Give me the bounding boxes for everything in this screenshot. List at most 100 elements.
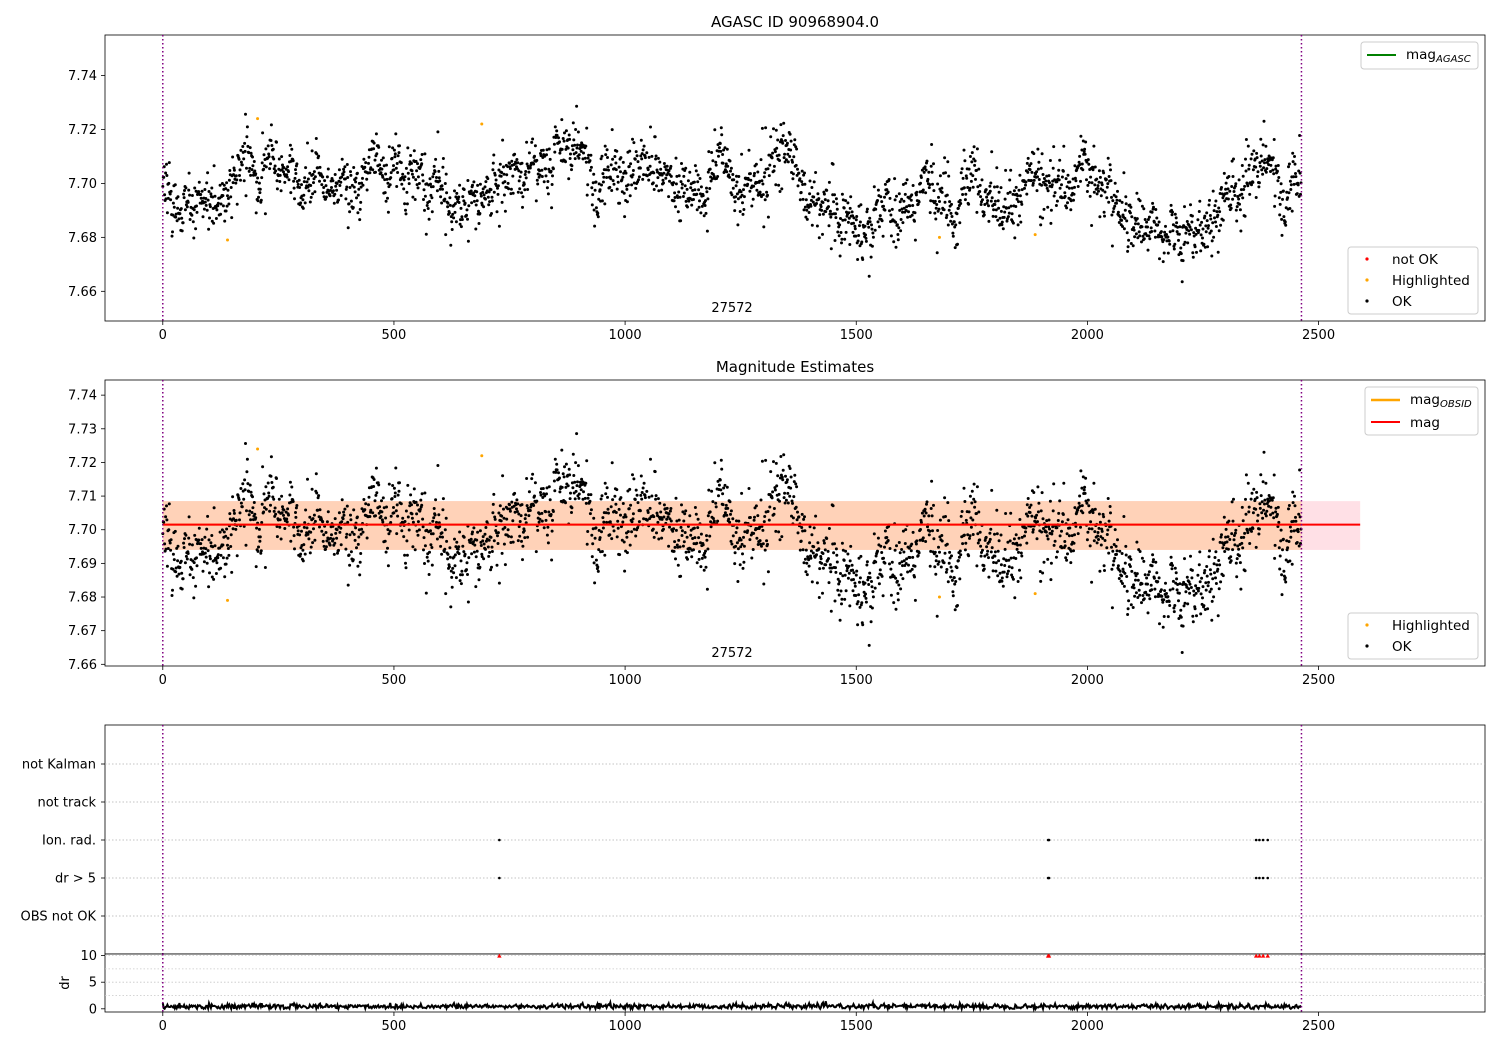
ok-point: [699, 211, 703, 215]
ok-point: [933, 211, 937, 215]
ok-point: [182, 196, 186, 200]
ok-point: [254, 172, 258, 176]
ok-point: [371, 168, 375, 172]
ok-point: [650, 154, 654, 158]
ok-point: [922, 170, 926, 174]
ok-point: [163, 542, 167, 546]
ok-point: [1262, 166, 1266, 170]
ok-point: [423, 152, 427, 156]
ok-point: [882, 556, 885, 560]
ok-point: [656, 156, 660, 160]
ok-point: [808, 541, 812, 545]
ok-point: [892, 601, 896, 605]
ok-point: [971, 518, 975, 522]
ok-point: [541, 487, 545, 490]
ok-point: [983, 554, 987, 558]
ok-point: [1100, 183, 1104, 187]
ok-point: [971, 533, 975, 536]
ok-point: [211, 195, 215, 199]
ok-point: [784, 474, 787, 478]
ok-point: [768, 505, 772, 509]
ok-point: [341, 517, 345, 521]
ok-point: [481, 535, 485, 539]
ok-point: [846, 220, 850, 224]
ok-point: [721, 161, 725, 165]
ok-point: [221, 194, 225, 198]
ok-point: [657, 537, 661, 541]
ok-point: [729, 512, 732, 516]
ok-point: [248, 146, 252, 150]
ok-point: [628, 543, 632, 547]
ok-point: [404, 212, 408, 216]
ok-point: [210, 575, 214, 579]
ok-point: [425, 204, 429, 207]
ok-point: [1175, 588, 1179, 592]
ok-point: [1079, 469, 1083, 473]
ok-point: [1289, 535, 1293, 539]
ok-point: [934, 206, 938, 210]
ok-point: [954, 223, 958, 227]
ok-point: [1050, 183, 1054, 187]
ok-point: [594, 558, 598, 562]
ok-point: [600, 154, 604, 158]
ok-point: [908, 204, 912, 208]
ok-point: [227, 178, 231, 182]
ok-point: [747, 178, 750, 181]
ok-point: [950, 222, 954, 226]
ok-point: [330, 186, 333, 189]
ok-point: [951, 590, 955, 594]
ok-point: [202, 560, 206, 564]
ok-point: [599, 497, 603, 501]
ok-point: [616, 526, 620, 530]
ok-point: [711, 517, 715, 520]
ok-point: [245, 125, 249, 129]
ok-point: [513, 152, 517, 156]
ok-point: [760, 126, 764, 130]
ok-point: [1073, 506, 1077, 510]
ok-point: [660, 536, 664, 540]
ok-point: [1055, 550, 1059, 554]
panel-magnitude-ytick-label: 7.72: [68, 456, 97, 471]
ok-point: [278, 180, 282, 183]
ok-point: [692, 548, 695, 552]
ok-point: [1081, 168, 1085, 172]
ok-point: [1216, 614, 1220, 618]
ok-point: [946, 501, 950, 505]
ok-point: [1225, 191, 1229, 195]
ok-point: [924, 511, 928, 515]
ok-point: [1204, 230, 1208, 234]
ok-point: [630, 175, 634, 179]
ok-point: [1096, 531, 1100, 534]
ok-point: [683, 184, 687, 188]
ok-point: [871, 231, 875, 235]
ok-point: [349, 513, 352, 517]
ok-point: [938, 518, 942, 522]
ok-point: [1205, 211, 1209, 215]
ok-point: [547, 167, 551, 171]
ok-point: [889, 234, 893, 238]
ok-point: [1261, 516, 1265, 520]
ok-point: [1235, 219, 1239, 223]
ok-point: [827, 581, 831, 585]
ok-point: [1036, 167, 1040, 171]
ok-point: [465, 208, 469, 212]
ok-point: [619, 170, 622, 174]
ok-point: [260, 502, 264, 506]
ok-point: [508, 161, 511, 165]
ok-point: [1046, 189, 1050, 193]
ok-point: [651, 527, 655, 531]
ok-point: [972, 482, 976, 486]
ok-point: [639, 154, 643, 158]
ok-point: [393, 155, 397, 159]
ok-point: [1041, 571, 1045, 575]
ok-point: [635, 154, 639, 158]
ok-point: [960, 510, 964, 513]
ok-point: [1014, 205, 1018, 208]
ok-point: [1127, 238, 1131, 242]
ok-point: [1128, 211, 1132, 215]
ok-point: [372, 141, 376, 145]
ok-point: [326, 510, 330, 514]
ok-point: [763, 198, 767, 202]
ok-point: [392, 486, 396, 490]
ok-point: [1197, 563, 1201, 567]
